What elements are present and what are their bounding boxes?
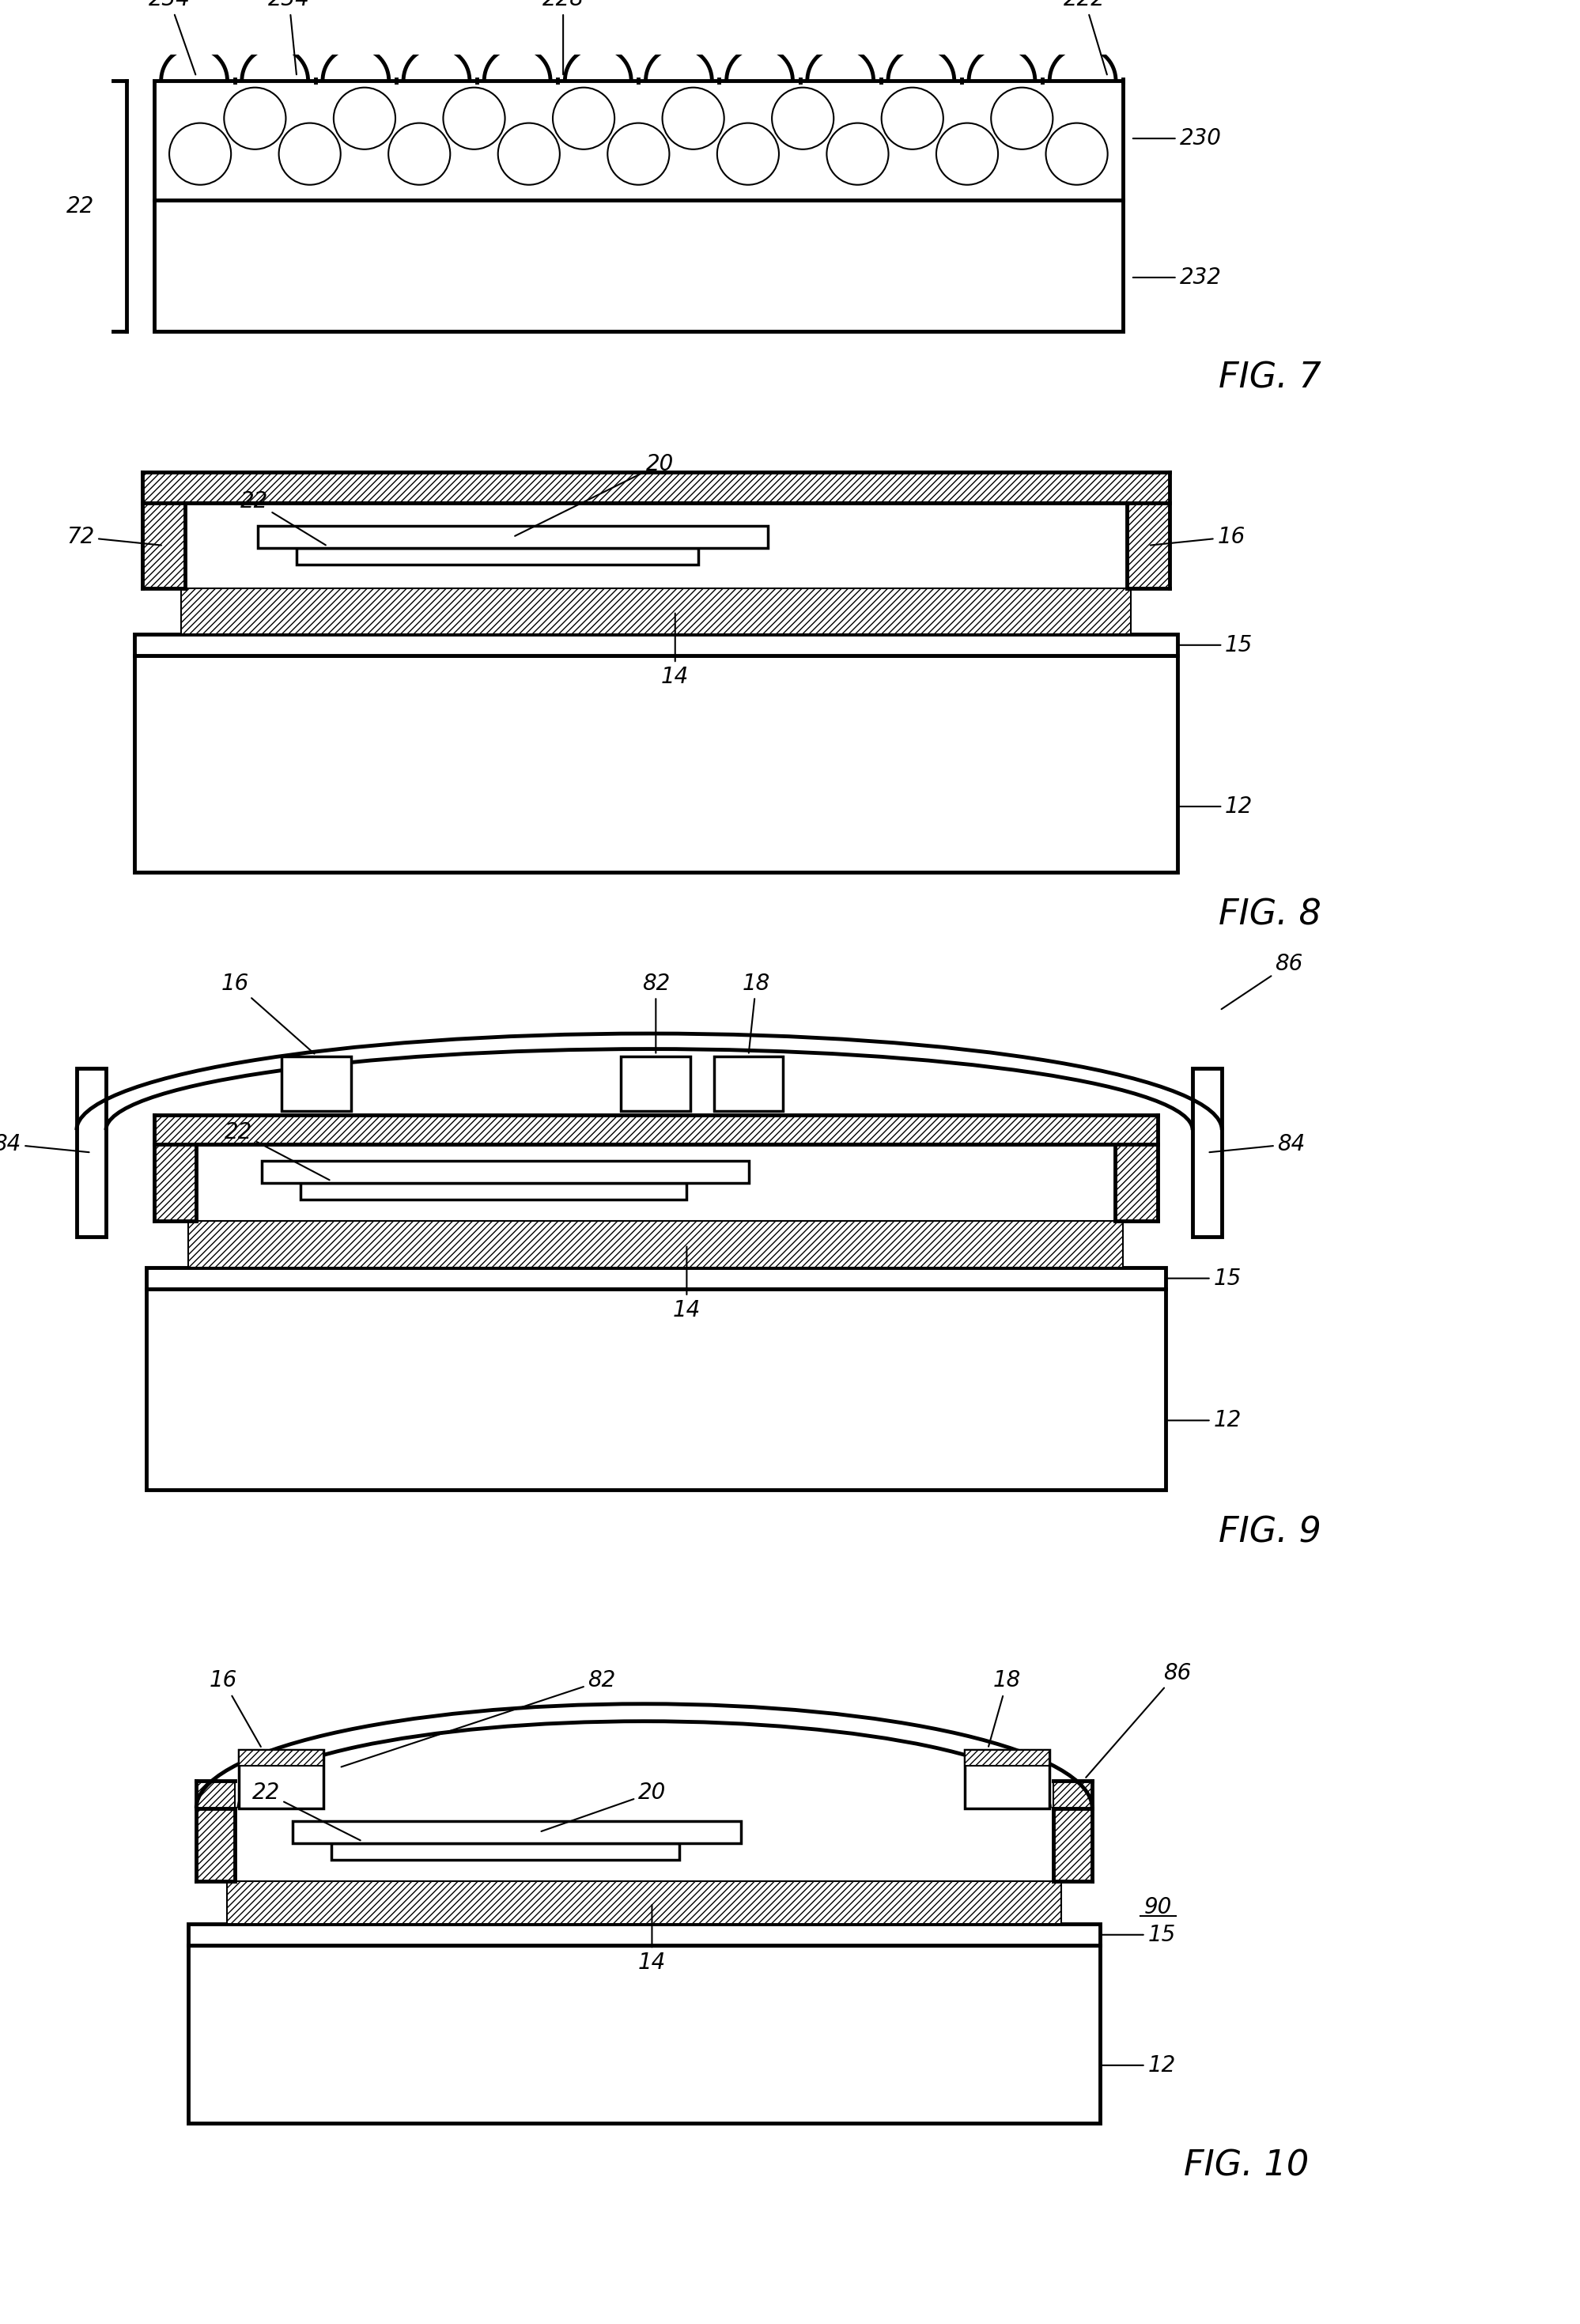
Bar <box>180 588 1131 634</box>
Bar <box>239 1750 324 1766</box>
Text: 22: 22 <box>224 1120 330 1181</box>
Text: 18: 18 <box>743 971 769 1053</box>
Text: 12: 12 <box>1103 2054 1176 2075</box>
Bar <box>965 1750 1049 1766</box>
Text: 22: 22 <box>251 1783 360 1841</box>
Text: 230: 230 <box>1133 128 1221 149</box>
Bar <box>142 502 185 588</box>
Text: 228: 228 <box>542 0 585 74</box>
Text: 72: 72 <box>66 525 161 548</box>
Text: FIG. 10: FIG. 10 <box>1183 2150 1310 2182</box>
Bar <box>134 634 1177 655</box>
Text: 86: 86 <box>1085 1662 1191 1778</box>
Bar <box>262 1162 749 1183</box>
Text: 222: 222 <box>1063 0 1108 74</box>
Bar <box>196 1780 235 1808</box>
Bar <box>153 200 1123 332</box>
Bar <box>258 525 768 548</box>
Text: 15: 15 <box>1103 1924 1176 1945</box>
Bar <box>145 1267 1166 1290</box>
Bar <box>1054 1780 1092 1808</box>
Text: 12: 12 <box>1168 1408 1242 1432</box>
Text: 16: 16 <box>1150 525 1245 548</box>
Bar <box>188 1924 1100 1945</box>
Text: FIG. 9: FIG. 9 <box>1218 1515 1321 1550</box>
Bar <box>300 1183 687 1199</box>
Bar <box>228 1882 1062 1924</box>
Text: FIG. 7: FIG. 7 <box>1218 360 1321 395</box>
Bar <box>965 1750 1049 1808</box>
Bar <box>134 655 1177 872</box>
Text: 12: 12 <box>1179 795 1253 818</box>
Text: 234: 234 <box>269 0 310 74</box>
Bar <box>188 1220 1123 1267</box>
Bar <box>153 81 1123 200</box>
Text: 82: 82 <box>341 1669 616 1766</box>
Text: 84: 84 <box>0 1134 88 1155</box>
Text: 20: 20 <box>515 453 673 537</box>
Text: 234: 234 <box>149 0 196 74</box>
Bar <box>292 1822 741 1843</box>
Text: 16: 16 <box>221 971 314 1053</box>
Bar <box>621 1057 690 1111</box>
Text: FIG. 8: FIG. 8 <box>1218 897 1321 932</box>
Bar <box>1115 1143 1158 1220</box>
Text: 22: 22 <box>240 490 325 546</box>
Bar <box>76 1069 106 1236</box>
Text: 15: 15 <box>1179 634 1253 655</box>
Text: 14: 14 <box>660 614 689 688</box>
Text: 14: 14 <box>638 1906 665 1973</box>
Text: 15: 15 <box>1168 1267 1242 1290</box>
Bar <box>1127 502 1169 588</box>
Bar <box>239 1750 324 1808</box>
Bar <box>188 1945 1100 2124</box>
Text: 22: 22 <box>66 195 95 216</box>
Bar <box>332 1843 679 1859</box>
Bar <box>714 1057 784 1111</box>
Bar <box>145 1290 1166 1490</box>
Text: 84: 84 <box>1209 1134 1305 1155</box>
Text: 20: 20 <box>542 1783 665 1831</box>
Text: 86: 86 <box>1221 953 1304 1009</box>
Bar <box>196 1808 235 1882</box>
Text: 14: 14 <box>673 1246 700 1320</box>
Bar <box>281 1057 351 1111</box>
Bar <box>1054 1808 1092 1882</box>
Bar <box>153 1116 1158 1143</box>
Text: 90: 90 <box>1144 1896 1172 1917</box>
Text: 18: 18 <box>989 1669 1021 1748</box>
Bar <box>153 1143 196 1220</box>
Text: 16: 16 <box>210 1669 261 1748</box>
Text: 82: 82 <box>641 971 670 1053</box>
Text: 232: 232 <box>1133 267 1221 288</box>
Bar <box>1193 1069 1221 1236</box>
Bar <box>297 548 698 565</box>
Bar <box>142 472 1169 502</box>
